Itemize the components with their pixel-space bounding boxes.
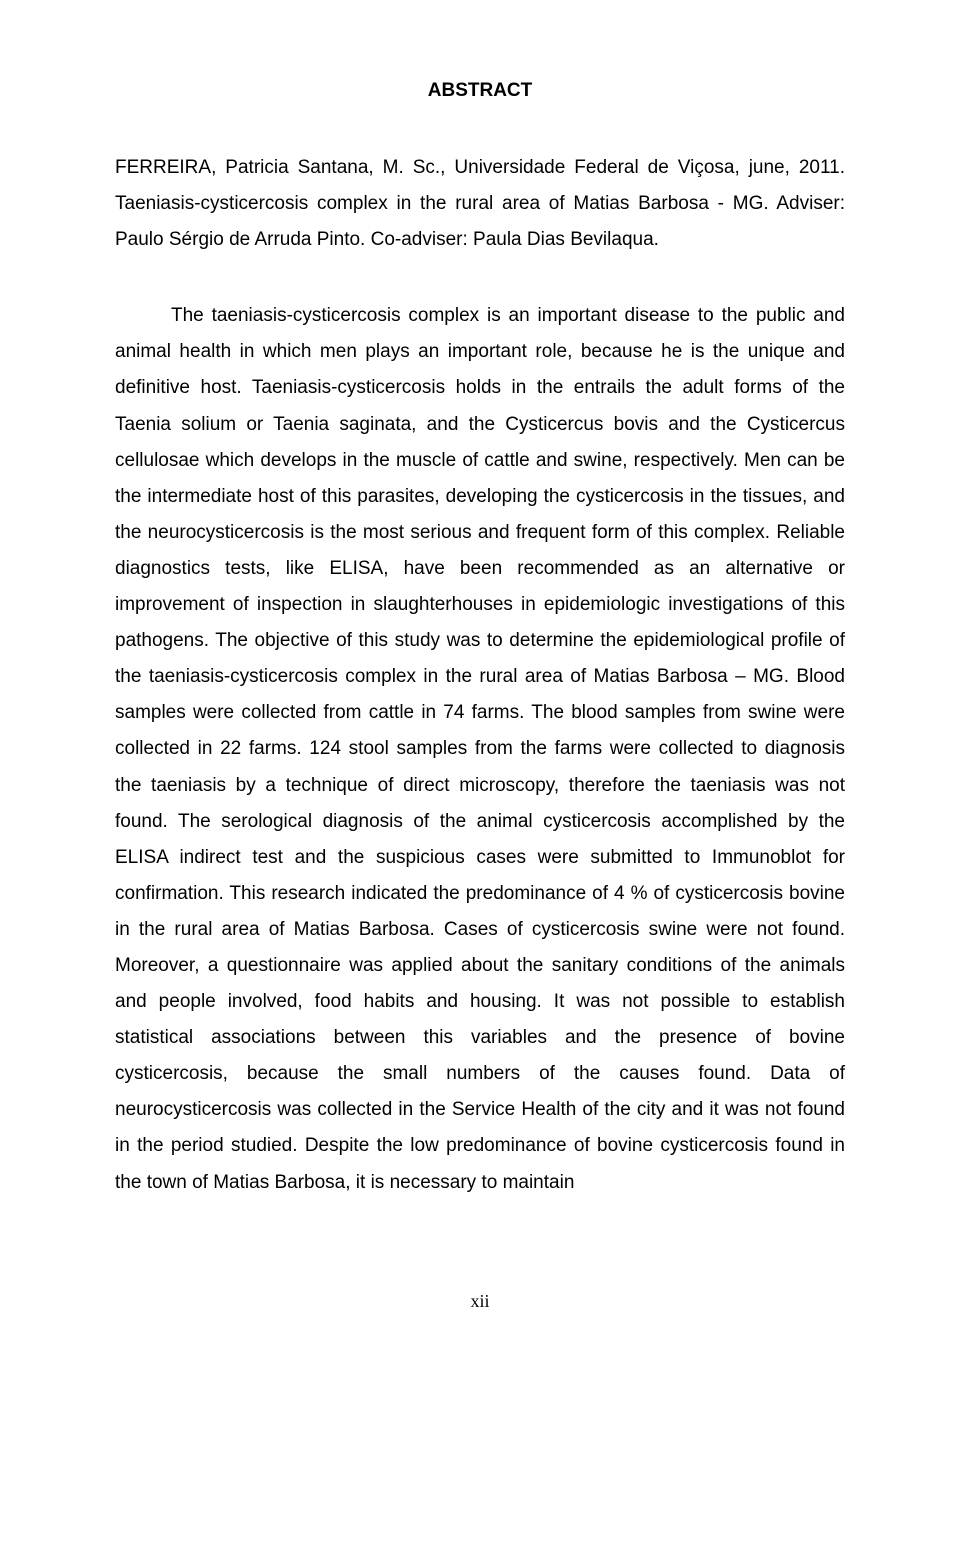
page-number: xii <box>115 1291 845 1312</box>
citation-block: FERREIRA, Patricia Santana, M. Sc., Univ… <box>115 150 845 258</box>
abstract-body: The taeniasis-cysticercosis complex is a… <box>115 298 845 1200</box>
abstract-title: ABSTRACT <box>115 80 845 102</box>
